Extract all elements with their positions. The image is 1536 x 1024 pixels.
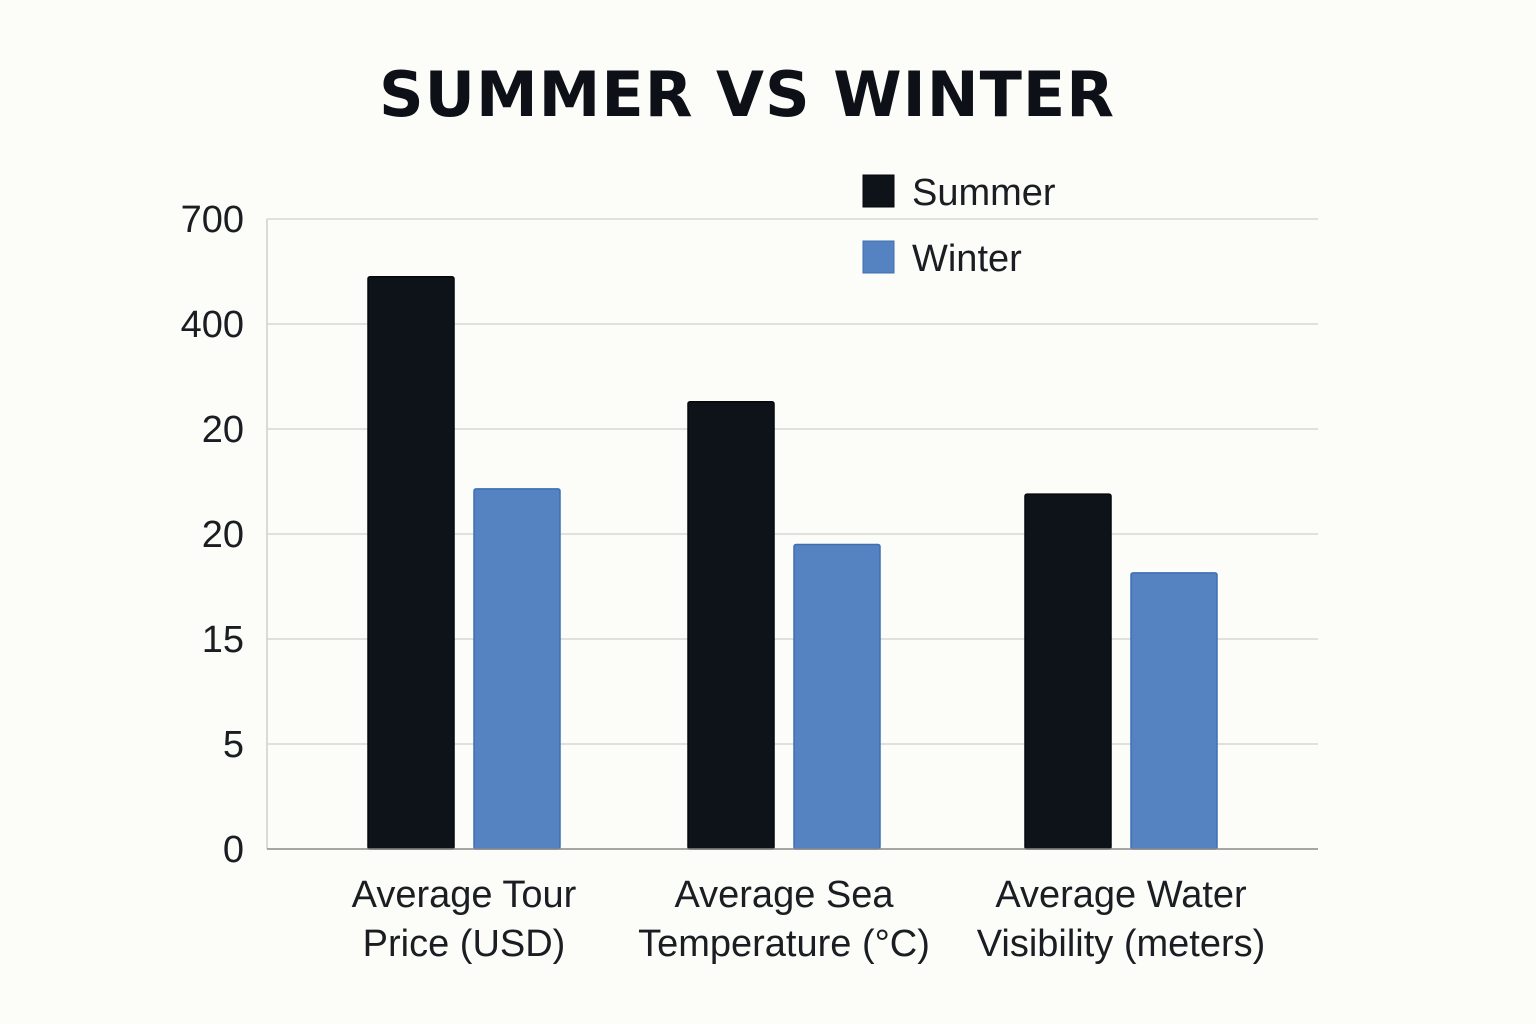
bar-summer-1: [367, 276, 455, 850]
x-category-label: Average Water: [995, 874, 1247, 916]
legend-swatch-winter: [862, 240, 895, 274]
bar-winter-1: [473, 488, 561, 850]
x-axis-category-labels: Average Tour Price (USD) Average Sea Temper…: [352, 874, 1266, 965]
x-category-label: Price (USD): [363, 923, 566, 965]
y-tick-label: 0: [223, 829, 244, 871]
y-axis-ticks: 0 5 15 20 20 400 700: [181, 199, 244, 871]
bar-summer-3: [1024, 493, 1112, 850]
bar-summer-2: [687, 400, 775, 850]
legend-label-summer: Summer: [912, 172, 1056, 214]
axes: [266, 219, 1318, 850]
y-tick-label: 400: [181, 304, 244, 346]
y-tick-label: 20: [202, 409, 244, 451]
legend: Summer Winter: [862, 172, 1056, 280]
y-tick-label: 20: [202, 514, 244, 556]
y-tick-label: 15: [202, 619, 244, 661]
x-category-label: Average Sea: [674, 874, 894, 916]
chart-title: SUMMER VS WINTER: [378, 58, 1116, 131]
y-tick-label: 700: [181, 199, 244, 241]
x-category-label: Temperature (°C): [638, 923, 930, 965]
bar-winter-3: [1130, 572, 1218, 850]
x-category-label: Average Tour: [352, 874, 577, 916]
bars: [367, 276, 1218, 850]
legend-swatch-summer: [862, 174, 895, 208]
legend-label-winter: Winter: [912, 238, 1022, 280]
bar-winter-2: [793, 543, 881, 850]
x-category-label: Visibility (meters): [977, 923, 1266, 965]
y-tick-label: 5: [223, 724, 244, 766]
